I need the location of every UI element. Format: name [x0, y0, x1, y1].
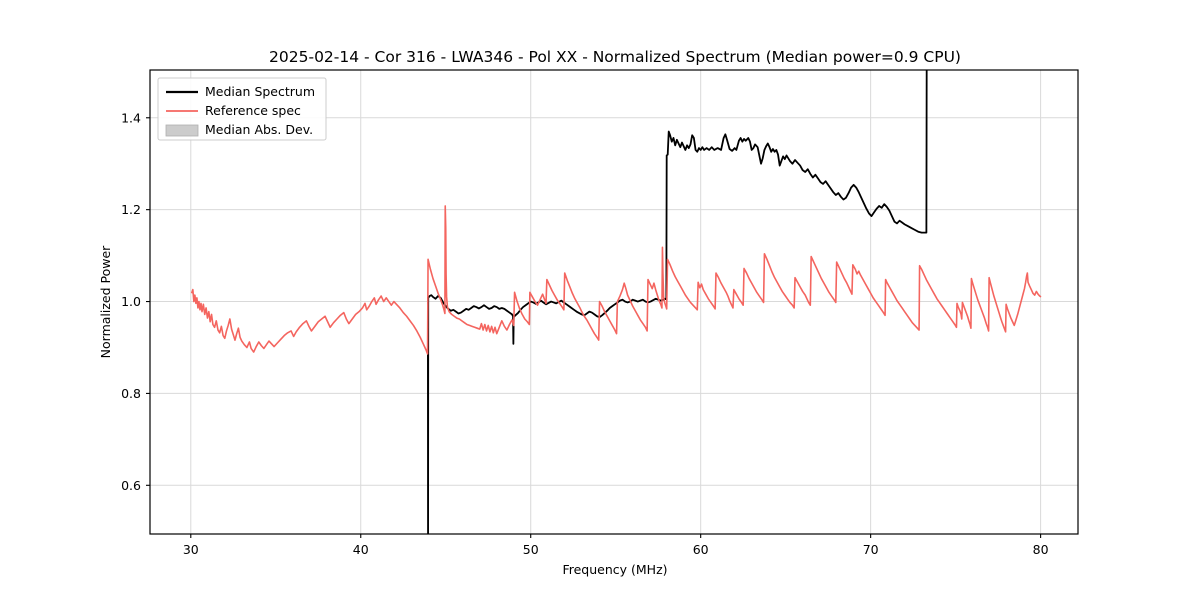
y-tick-label: 0.8 — [121, 386, 141, 401]
chart-legend[interactable]: Median Spectrum Reference spec Median Abs.… — [157, 77, 327, 141]
x-tick-label: 50 — [523, 542, 539, 557]
y-tick-label: 0.6 — [121, 478, 141, 493]
tick-layer: 30 40 50 60 70 80 0.6 0.8 1.0 1.2 1.4 — [121, 110, 1048, 557]
y-tick-label: 1.4 — [121, 110, 141, 125]
series-median-spectrum — [426, 70, 928, 534]
x-axis-label: Frequency (MHz) — [562, 562, 667, 577]
legend-label: Reference spec — [205, 103, 301, 118]
x-tick-label: 40 — [353, 542, 369, 557]
legend-label: Median Spectrum — [205, 84, 315, 99]
legend-background — [157, 77, 327, 141]
x-tick-label: 80 — [1033, 542, 1049, 557]
x-tick-label: 30 — [183, 542, 199, 557]
y-axis-label: Normalized Power — [98, 245, 113, 359]
x-tick-label: 60 — [693, 542, 709, 557]
legend-swatch-mad — [165, 124, 199, 137]
series-layer — [190, 70, 1042, 534]
y-tick-label: 1.2 — [121, 202, 141, 217]
y-tick-label: 1.0 — [121, 294, 141, 309]
chart-title: 2025-02-14 - Cor 316 - LWA346 - Pol XX -… — [269, 48, 961, 66]
legend-label: Median Abs. Dev. — [205, 122, 313, 137]
series-reference-spec — [190, 205, 1042, 355]
x-tick-label: 70 — [863, 542, 879, 557]
